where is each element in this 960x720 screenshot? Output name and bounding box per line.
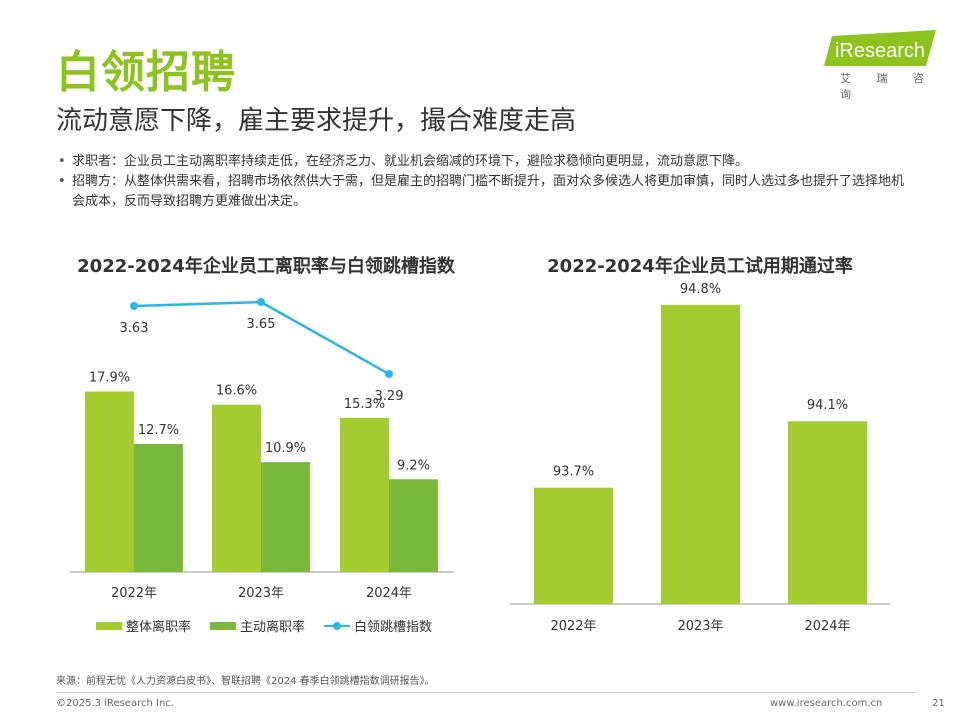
chart1-bar-active <box>389 479 438 572</box>
chart1-x-tick-label: 2022年 <box>111 586 157 601</box>
chart1-index-point <box>130 302 138 310</box>
logo-brand: iResearch <box>835 40 925 62</box>
chart1-index-label: 3.29 <box>375 389 404 404</box>
chart2-bar <box>534 487 613 604</box>
legend-label-active: 主动离职率 <box>240 620 306 635</box>
chart2-x-tick-label: 2024年 <box>804 619 850 634</box>
bullet-item-recruiter: 招聘方：从整体供需来看，招聘市场依然供大于需，但是雇主的招聘门槛不断提升，面对众… <box>56 172 916 212</box>
chart1-x-tick-label: 2024年 <box>366 586 412 601</box>
legend-swatch-active <box>210 621 236 630</box>
chart1-bar-total <box>212 404 261 572</box>
footer-divider <box>56 692 916 693</box>
chart1-index-label: 3.63 <box>120 321 149 336</box>
legend-swatch-index <box>324 621 350 630</box>
legend-item-total: 整体离职率 <box>96 616 191 635</box>
chart2-bar <box>788 421 867 604</box>
chart2-data-label: 94.1% <box>807 398 848 413</box>
bullet-item-jobseeker: 求职者：企业员工主动离职率持续走低，在经济乏力、就业机会缩减的环境下，避险求稳倾… <box>56 152 916 172</box>
chart1-index-point <box>385 370 393 378</box>
chart1-bar-total <box>340 417 389 572</box>
chart2-data-label: 93.7% <box>553 465 594 480</box>
copyright: ©2025.3 iResearch Inc. <box>56 698 174 709</box>
legend-item-active: 主动离职率 <box>210 616 305 635</box>
chart1-index-point <box>257 298 265 306</box>
chart1-bar-active <box>261 462 310 572</box>
legend-swatch-total <box>96 621 122 630</box>
chart2-x-tick-label: 2023年 <box>677 619 723 634</box>
chart2-bar <box>661 304 740 604</box>
chart1-data-label: 10.9% <box>265 441 306 456</box>
chart1-data-label: 16.6% <box>216 384 257 399</box>
chart1-bar-active <box>134 443 183 572</box>
page-title: 白领招聘 <box>56 47 236 98</box>
website-link[interactable]: www.iresearch.com.cn <box>770 698 883 709</box>
legend-label-index: 白领跳槽指数 <box>354 620 433 635</box>
page-subtitle: 流动意愿下降，雇主要求提升，撮合难度走高 <box>56 106 577 136</box>
logo-tagline: 艾 瑞 咨 询 <box>840 72 935 101</box>
bullet-list: 求职者：企业员工主动离职率持续走低，在经济乏力、就业机会缩减的环境下，避险求稳倾… <box>56 152 916 212</box>
chart1-index-line <box>133 300 390 376</box>
chart1-index-label: 3.65 <box>247 317 276 332</box>
chart1-x-tick-label: 2023年 <box>238 586 284 601</box>
chart1-data-label: 9.2% <box>397 458 430 473</box>
source-note: 来源：前程无忧《人力资源白皮书》、智联招聘《2024 春季白领跳槽指数调研报告》… <box>56 676 435 687</box>
page-number: 21 <box>932 698 945 709</box>
chart1-data-label: 17.9% <box>89 371 130 386</box>
chart2-x-tick-label: 2022年 <box>550 619 596 634</box>
iresearch-logo: iResearch <box>824 30 936 66</box>
chart1-data-label: 15.3% <box>344 397 385 412</box>
legend-item-index: 白领跳槽指数 <box>324 616 432 635</box>
chart1-title: 2022-2024年企业员工离职率与白领跳槽指数 <box>77 256 455 277</box>
chart1-bar-total <box>85 391 134 572</box>
chart2-title: 2022-2024年企业员工试用期通过率 <box>547 256 853 277</box>
legend-label-total: 整体离职率 <box>126 620 192 635</box>
chart2-data-label: 94.8% <box>680 282 721 297</box>
chart1-data-label: 12.7% <box>138 423 179 438</box>
